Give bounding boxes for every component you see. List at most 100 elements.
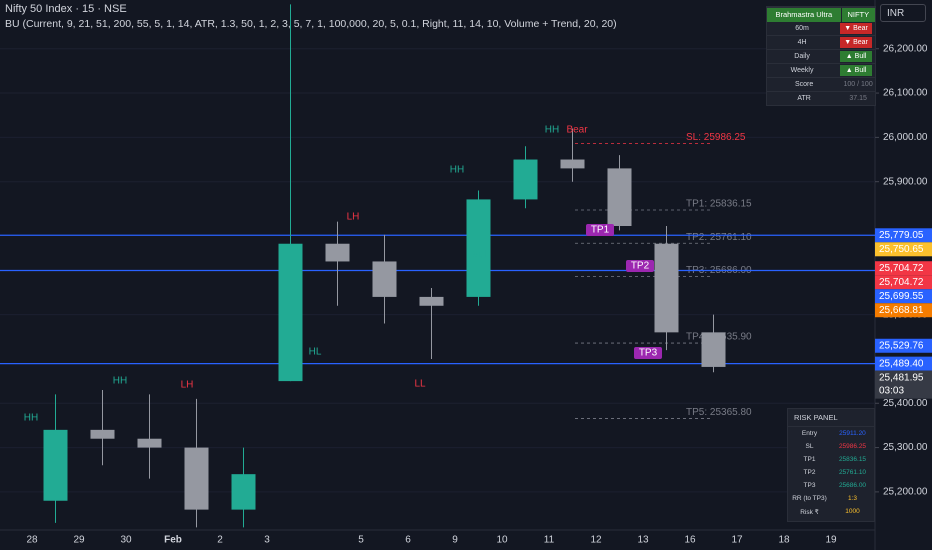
y-tick-label: 26,000.00 <box>883 132 928 143</box>
price-label: 25,668.81 <box>879 305 924 316</box>
candle-body <box>278 243 303 382</box>
risk-cell: TP3 <box>803 482 816 489</box>
status-cell: Daily <box>794 53 810 60</box>
status-row: 60m ▼ Bear <box>767 21 875 35</box>
status-cell: Score <box>794 81 814 88</box>
status-header-cell: Brahmastra Ultra <box>767 7 841 22</box>
risk-cell: TP2 <box>803 469 816 476</box>
candle-body <box>325 243 350 262</box>
x-tick-label: 30 <box>120 535 132 546</box>
status-cell: ATR <box>797 95 811 102</box>
price-label-box <box>875 370 932 399</box>
price-label: 25,529.76 <box>879 340 924 351</box>
status-cell: ▼ Bear <box>840 23 872 34</box>
status-cell: 4H <box>797 39 807 46</box>
tp-badge <box>586 224 614 236</box>
x-tick-label: 12 <box>590 535 602 546</box>
y-tick-label: 25,400.00 <box>883 398 928 409</box>
risk-cell: 25986.25 <box>838 443 867 450</box>
candle-body <box>419 296 444 306</box>
level-label: TP5: 25365.80 <box>686 407 752 418</box>
risk-cell: 25686.00 <box>838 482 867 489</box>
currency-button[interactable]: INR <box>880 4 926 22</box>
level-label: SL: 25986.25 <box>686 132 746 143</box>
annotation: HH <box>450 165 464 176</box>
risk-cell: RR (to TP3) <box>792 495 827 502</box>
risk-row: TP3 25686.00 <box>788 479 874 492</box>
status-cell: ▼ Bear <box>840 37 872 48</box>
status-row: 4H ▼ Bear <box>767 35 875 49</box>
risk-cell: 1000 <box>845 508 860 515</box>
annotation: LH <box>181 380 194 391</box>
x-tick-label: 28 <box>26 535 38 546</box>
risk-cell: SL <box>805 443 814 450</box>
x-tick-label: 5 <box>358 535 364 546</box>
chart-title: Nifty 50 Index · 15 · NSE <box>5 3 127 15</box>
candle-body <box>701 332 726 367</box>
candle-body <box>372 261 397 297</box>
tp-badge-label: TP1 <box>591 225 610 236</box>
candle-body <box>90 429 115 439</box>
annotation: LH <box>347 212 360 223</box>
status-header-cell: NIFTY <box>840 7 875 22</box>
y-tick-label: 26,100.00 <box>883 88 928 99</box>
x-tick-label: 19 <box>825 535 837 546</box>
y-tick-label: 25,200.00 <box>883 487 928 498</box>
x-tick-label: 11 <box>544 535 555 546</box>
risk-cell: Entry <box>801 430 818 437</box>
candle-body <box>513 159 538 200</box>
status-cell: ▲ Bull <box>840 65 872 76</box>
price-label: 25,704.72 <box>879 277 924 288</box>
status-row: Daily ▲ Bull <box>767 49 875 63</box>
status-row: ATR 37.15 <box>767 91 875 105</box>
status-table: Brahmastra Ultra NIFTY 60m ▼ Bear 4H ▼ Bear Da… <box>766 6 876 106</box>
risk-row: Entry 25911.20 <box>788 427 874 440</box>
risk-row: SL 25986.25 <box>788 440 874 453</box>
price-label-box <box>875 228 932 243</box>
y-tick-label: 25,900.00 <box>883 176 928 187</box>
price-label: 25,481.95 <box>879 372 924 383</box>
annotation: HH <box>113 376 127 387</box>
price-label-box <box>875 303 932 318</box>
annotation: Bear <box>566 125 588 136</box>
x-tick-label: 17 <box>731 535 743 546</box>
level-label: TP2: 25761.10 <box>686 232 752 243</box>
tp-badge <box>626 260 654 272</box>
status-cell: ▲ Bull <box>840 51 872 62</box>
price-label-box <box>875 289 932 304</box>
price-label: 25,779.05 <box>879 230 924 241</box>
candle-body <box>43 429 68 501</box>
risk-cell: 25761.10 <box>838 469 867 476</box>
x-tick-label: 18 <box>778 535 790 546</box>
price-label: 25,699.55 <box>879 291 924 302</box>
annotation: HL <box>309 347 322 358</box>
status-cell: Weekly <box>790 67 814 74</box>
risk-title: RISK PANEL <box>788 409 874 427</box>
price-label: 25,750.65 <box>879 244 924 255</box>
annotation: HH <box>24 413 38 424</box>
candle-body <box>466 199 491 297</box>
risk-panel: RISK PANEL Entry 25911.20 SL 25986.25 TP1 258… <box>787 408 875 522</box>
candle-body <box>184 447 209 510</box>
risk-row: TP1 25836.15 <box>788 453 874 466</box>
candle-body <box>231 474 256 510</box>
indicator-settings: BU (Current, 9, 21, 51, 200, 55, 5, 1, 1… <box>5 18 617 30</box>
x-tick-label: 13 <box>637 535 649 546</box>
risk-row: TP2 25761.10 <box>788 466 874 479</box>
candle-body <box>137 438 162 448</box>
annotation: HH <box>545 125 559 136</box>
x-tick-label: 16 <box>684 535 696 546</box>
risk-cell: Risk ₹ <box>800 508 819 516</box>
x-tick-label: 29 <box>73 535 85 546</box>
status-cell: 100 / 100 <box>843 81 873 88</box>
risk-row: RR (to TP3) 1:3 <box>788 492 874 505</box>
x-tick-label: 9 <box>452 535 458 546</box>
risk-row: Risk ₹ 1000 <box>788 505 874 518</box>
status-cell: 37.15 <box>849 95 867 102</box>
risk-cell: 25911.20 <box>839 430 866 437</box>
price-label-box <box>875 275 932 290</box>
x-tick-label: 10 <box>496 535 508 546</box>
candle-body <box>607 168 632 227</box>
